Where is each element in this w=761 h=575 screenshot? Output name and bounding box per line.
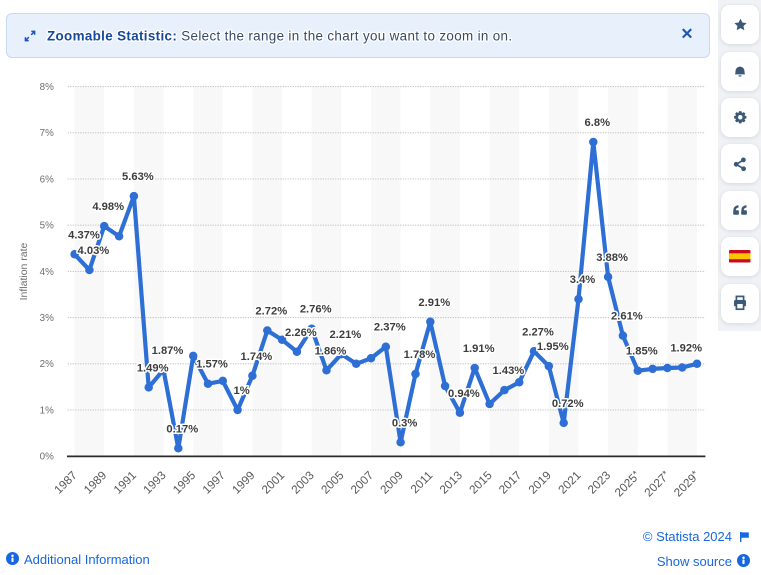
svg-text:2.21%: 2.21% — [330, 329, 362, 341]
svg-text:5%: 5% — [40, 221, 54, 232]
svg-text:3%: 3% — [40, 313, 54, 324]
svg-text:1987: 1987 — [51, 468, 79, 496]
svg-text:3.4%: 3.4% — [570, 274, 596, 286]
svg-text:0.17%: 0.17% — [166, 423, 198, 435]
svg-text:2.37%: 2.37% — [374, 322, 406, 334]
svg-text:2013: 2013 — [437, 468, 466, 497]
svg-text:Zoomable Statistic: Select the: Zoomable Statistic: Select the range in … — [47, 28, 512, 43]
svg-text:2023: 2023 — [585, 468, 614, 497]
svg-text:2027*: 2027* — [641, 468, 672, 499]
svg-text:1999: 1999 — [229, 468, 257, 496]
svg-text:4.03%: 4.03% — [78, 245, 110, 257]
svg-text:1.86%: 1.86% — [315, 345, 347, 357]
svg-text:4.37%: 4.37% — [68, 229, 100, 241]
svg-text:1.74%: 1.74% — [241, 351, 273, 363]
svg-text:1989: 1989 — [81, 468, 109, 496]
svg-text:0%: 0% — [40, 452, 54, 463]
svg-text:1.43%: 1.43% — [493, 365, 525, 377]
svg-text:2003: 2003 — [288, 468, 317, 497]
svg-text:5.63%: 5.63% — [122, 171, 154, 183]
svg-text:6.8%: 6.8% — [585, 117, 611, 129]
svg-text:2.76%: 2.76% — [300, 304, 332, 316]
svg-text:2015: 2015 — [466, 468, 495, 497]
svg-text:1%: 1% — [234, 385, 250, 397]
svg-text:2017: 2017 — [496, 468, 524, 496]
svg-text:2.61%: 2.61% — [611, 311, 643, 323]
svg-text:2.26%: 2.26% — [285, 327, 317, 339]
svg-text:2.91%: 2.91% — [418, 297, 450, 309]
svg-text:1.49%: 1.49% — [137, 362, 169, 374]
svg-text:1.85%: 1.85% — [626, 346, 658, 358]
svg-text:8%: 8% — [40, 82, 54, 93]
svg-text:2%: 2% — [40, 359, 54, 370]
svg-text:2001: 2001 — [259, 468, 287, 496]
svg-text:1.87%: 1.87% — [152, 345, 184, 357]
svg-text:1.57%: 1.57% — [196, 359, 228, 371]
svg-text:4.98%: 4.98% — [92, 201, 124, 213]
svg-text:0.94%: 0.94% — [448, 388, 480, 400]
svg-text:2011: 2011 — [408, 468, 436, 496]
svg-text:4%: 4% — [40, 267, 54, 278]
svg-text:2.27%: 2.27% — [522, 326, 554, 338]
svg-text:1.95%: 1.95% — [537, 341, 569, 353]
svg-text:3.88%: 3.88% — [596, 252, 628, 264]
svg-text:2025*: 2025* — [612, 468, 643, 499]
svg-text:2009: 2009 — [377, 468, 405, 496]
svg-text:2019: 2019 — [525, 468, 553, 496]
svg-text:1.78%: 1.78% — [404, 349, 436, 361]
svg-text:1995: 1995 — [170, 468, 199, 497]
svg-text:2.72%: 2.72% — [255, 306, 287, 318]
svg-text:6%: 6% — [40, 174, 54, 185]
svg-text:1997: 1997 — [199, 468, 227, 496]
svg-text:Inflation rate: Inflation rate — [18, 242, 30, 300]
svg-text:2029*: 2029* — [671, 468, 702, 499]
svg-text:2021: 2021 — [555, 468, 583, 496]
svg-text:2007: 2007 — [348, 468, 376, 496]
svg-text:7%: 7% — [40, 128, 54, 139]
svg-text:1.92%: 1.92% — [670, 343, 702, 355]
svg-text:1%: 1% — [40, 405, 54, 416]
svg-text:2005: 2005 — [318, 468, 347, 497]
svg-text:1.91%: 1.91% — [463, 343, 495, 355]
svg-text:1991: 1991 — [111, 468, 139, 496]
svg-text:1993: 1993 — [140, 468, 169, 497]
svg-text:0.72%: 0.72% — [552, 398, 584, 410]
svg-text:0.3%: 0.3% — [392, 417, 418, 429]
